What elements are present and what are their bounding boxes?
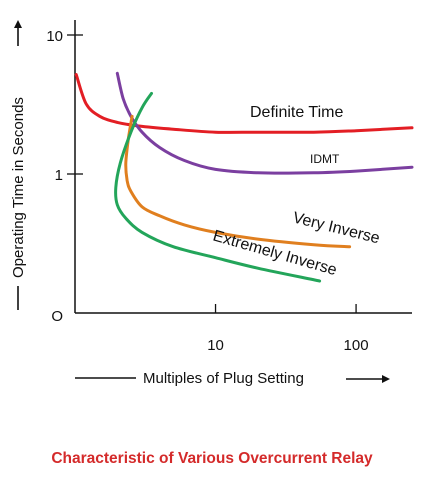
label-very-inverse: Very Inverse [291,209,381,247]
label-definite-time: Definite Time [250,104,343,121]
y-axis-title: Operating Time in Seconds [10,20,27,310]
relay-curves [74,71,414,283]
series-line-very-inverse [124,114,352,249]
x-tick-label-10: 10 [207,337,224,354]
x-axis-title: Multiples of Plug Setting [75,370,390,387]
y-tick-label-0: 10 [46,28,63,45]
series-line-definite-time [74,73,414,134]
x-axis-label: Multiples of Plug Setting [143,370,304,387]
axis-ticks: 10 100 10 1 O [46,28,368,354]
y-axis-label: Operating Time in Seconds [10,97,27,278]
series-line-extremely-inverse [114,91,322,283]
y-tick-label-2: O [51,308,63,325]
label-idmt: IDMT [310,152,340,166]
y-tick-label-1: 1 [55,167,63,184]
x-tick-label-100: 100 [344,337,369,354]
figure-caption: Characteristic of Various Overcurrent Re… [51,450,373,467]
series-line-idmt [115,71,414,175]
